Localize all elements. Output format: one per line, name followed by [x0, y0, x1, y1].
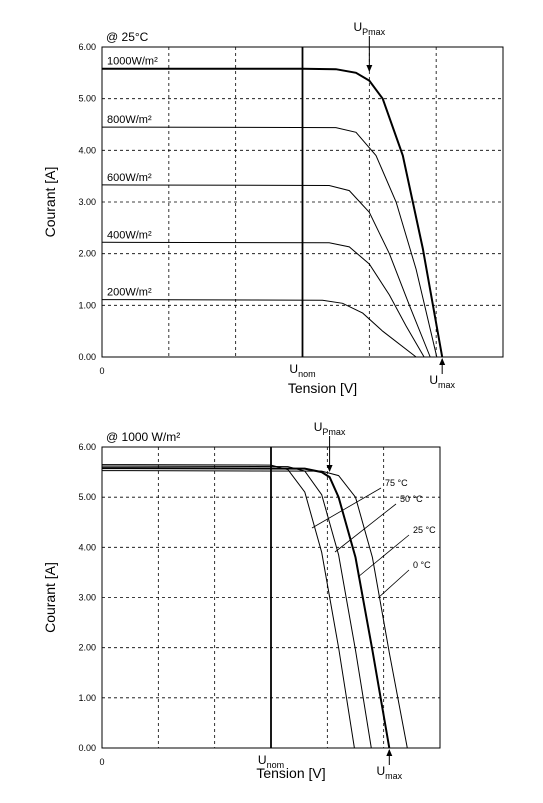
- y-axis-label: Courant [A]: [42, 167, 58, 238]
- series-label: 600W/m²: [107, 172, 152, 184]
- marker-text: U: [314, 420, 323, 434]
- marker-text: U: [289, 362, 298, 376]
- series-label: 1000W/m²: [107, 56, 158, 68]
- marker-sub: Pmax: [362, 27, 386, 37]
- y-tick-label: 5.00: [78, 492, 96, 502]
- series-label: 0 °C: [413, 560, 431, 570]
- curve: [101, 184, 431, 358]
- curve: [101, 467, 391, 749]
- series-label: 75 °C: [385, 478, 408, 488]
- curve: [101, 465, 372, 749]
- y-tick-label: 4.00: [78, 145, 96, 155]
- leader-line: [334, 503, 397, 553]
- marker-text: U: [429, 373, 438, 387]
- y-tick-label: 2.00: [78, 643, 96, 653]
- y-tick-label: 4.00: [78, 542, 96, 552]
- y-tick-label: 6.00: [78, 442, 96, 452]
- marker-arrowhead: [386, 749, 393, 756]
- series-label: 50 °C: [400, 494, 423, 504]
- y-tick-label: 6.00: [78, 42, 96, 52]
- curve: [102, 67, 444, 358]
- curve: [101, 464, 355, 749]
- marker-sub: Pmax: [322, 427, 346, 437]
- y-tick-label: 1.00: [78, 300, 96, 310]
- leader-line: [311, 487, 382, 529]
- marker-text: U: [376, 764, 385, 778]
- marker-sub: nom: [267, 760, 285, 770]
- x-tick-label: 0: [99, 757, 104, 767]
- y-tick-label: 3.00: [78, 593, 96, 603]
- series-label: 800W/m²: [107, 114, 152, 126]
- marker-arrowhead: [366, 65, 373, 72]
- marker-arrowhead: [326, 465, 333, 472]
- x-tick-label: 0: [99, 366, 104, 376]
- marker-label: Umax: [376, 764, 402, 781]
- leader-line: [357, 534, 410, 578]
- marker-text: U: [258, 753, 267, 767]
- curve: [101, 470, 408, 749]
- marker-sub: nom: [298, 369, 316, 379]
- marker-arrowhead: [439, 358, 446, 365]
- curve: [101, 299, 417, 358]
- marker-label: UPmax: [314, 420, 346, 437]
- marker-label: UPmax: [353, 20, 385, 37]
- series-label: 200W/m²: [107, 287, 152, 299]
- leader-line: [377, 569, 410, 599]
- x-axis-label: Tension [V]: [288, 380, 357, 396]
- y-tick-label: 0.00: [78, 743, 96, 753]
- x-axis-label: Tension [V]: [256, 765, 325, 781]
- marker-label: Unom: [289, 362, 315, 379]
- series-label: 25 °C: [413, 525, 436, 535]
- y-tick-label: 3.00: [78, 197, 96, 207]
- chart-title: @ 25°C: [106, 30, 149, 44]
- series-label: 400W/m²: [107, 229, 152, 241]
- y-axis-label: Courant [A]: [42, 562, 58, 633]
- marker-sub: max: [385, 771, 403, 781]
- marker-label: Unom: [258, 753, 284, 770]
- chart-title: @ 1000 W/m²: [106, 430, 180, 444]
- y-tick-label: 0.00: [78, 352, 96, 362]
- curve: [101, 241, 425, 358]
- marker-text: U: [353, 20, 362, 34]
- y-tick-label: 1.00: [78, 693, 96, 703]
- y-tick-label: 5.00: [78, 94, 96, 104]
- marker-label: Umax: [429, 373, 455, 390]
- marker-sub: max: [438, 380, 456, 390]
- y-tick-label: 2.00: [78, 249, 96, 259]
- curve: [101, 126, 438, 358]
